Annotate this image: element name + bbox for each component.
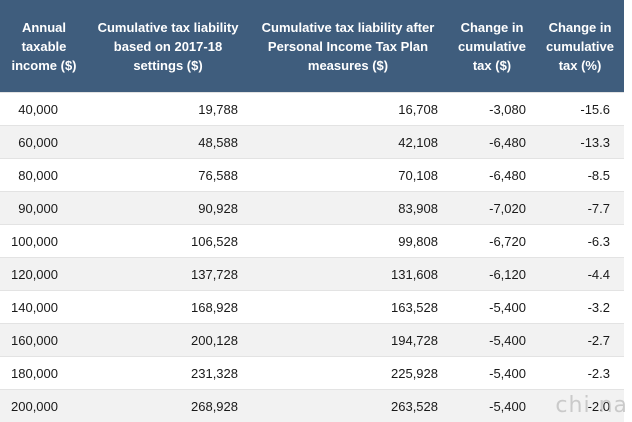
- cell-tax-after-plan: 83,908: [248, 192, 448, 225]
- header-change-dollars: Change in cumulative tax ($): [448, 0, 536, 93]
- cell-change-dollars: -6,720: [448, 225, 536, 258]
- cell-tax-after-plan: 263,528: [248, 390, 448, 422]
- cell-tax-after-plan: 99,808: [248, 225, 448, 258]
- cell-change-dollars: -6,120: [448, 258, 536, 291]
- cell-change-dollars: -6,480: [448, 126, 536, 159]
- watermark: chi na: [555, 393, 628, 418]
- cell-income: 160,000: [0, 324, 88, 357]
- cell-change-dollars: -5,400: [448, 390, 536, 422]
- cell-tax-after-plan: 131,608: [248, 258, 448, 291]
- cell-tax-2017: 231,328: [88, 357, 248, 390]
- cell-change-dollars: -6,480: [448, 159, 536, 192]
- header-tax-2017: Cumulative tax liability based on 2017-1…: [88, 0, 248, 93]
- cell-income: 200,000: [0, 390, 88, 422]
- cell-income: 180,000: [0, 357, 88, 390]
- cell-change-percent: -2.3: [536, 357, 624, 390]
- cell-change-dollars: -7,020: [448, 192, 536, 225]
- cell-income: 100,000: [0, 225, 88, 258]
- header-row: Annual taxable income ($) Cumulative tax…: [0, 0, 624, 93]
- cell-tax-after-plan: 70,108: [248, 159, 448, 192]
- cell-tax-after-plan: 194,728: [248, 324, 448, 357]
- header-change-percent: Change in cumulative tax (%): [536, 0, 624, 93]
- cell-income: 80,000: [0, 159, 88, 192]
- cell-change-percent: -4.4: [536, 258, 624, 291]
- cell-income: 140,000: [0, 291, 88, 324]
- cell-change-percent: -15.6: [536, 93, 624, 126]
- cell-change-percent: -3.2: [536, 291, 624, 324]
- cell-change-percent: -7.7: [536, 192, 624, 225]
- cell-tax-2017: 137,728: [88, 258, 248, 291]
- cell-tax-2017: 168,928: [88, 291, 248, 324]
- cell-tax-after-plan: 163,528: [248, 291, 448, 324]
- cell-income: 60,000: [0, 126, 88, 159]
- header-tax-after-plan: Cumulative tax liability after Personal …: [248, 0, 448, 93]
- cell-income: 40,000: [0, 93, 88, 126]
- cell-income: 120,000: [0, 258, 88, 291]
- cell-change-dollars: -3,080: [448, 93, 536, 126]
- cell-change-dollars: -5,400: [448, 357, 536, 390]
- cell-tax-2017: 268,928: [88, 390, 248, 422]
- cell-tax-2017: 106,528: [88, 225, 248, 258]
- cell-change-percent: -8.5: [536, 159, 624, 192]
- cell-tax-after-plan: 16,708: [248, 93, 448, 126]
- cell-change-percent: -2.7: [536, 324, 624, 357]
- cell-tax-2017: 19,788: [88, 93, 248, 126]
- cell-change-dollars: -5,400: [448, 324, 536, 357]
- cell-tax-2017: 76,588: [88, 159, 248, 192]
- cell-change-percent: -13.3: [536, 126, 624, 159]
- cell-change-percent: -6.3: [536, 225, 624, 258]
- cell-income: 90,000: [0, 192, 88, 225]
- cell-tax-after-plan: 225,928: [248, 357, 448, 390]
- header-income: Annual taxable income ($): [0, 0, 88, 93]
- cell-tax-2017: 90,928: [88, 192, 248, 225]
- table-header: Annual taxable income ($) Cumulative tax…: [0, 0, 624, 93]
- cell-tax-after-plan: 42,108: [248, 126, 448, 159]
- cell-change-dollars: -5,400: [448, 291, 536, 324]
- cell-tax-2017: 200,128: [88, 324, 248, 357]
- cell-tax-2017: 48,588: [88, 126, 248, 159]
